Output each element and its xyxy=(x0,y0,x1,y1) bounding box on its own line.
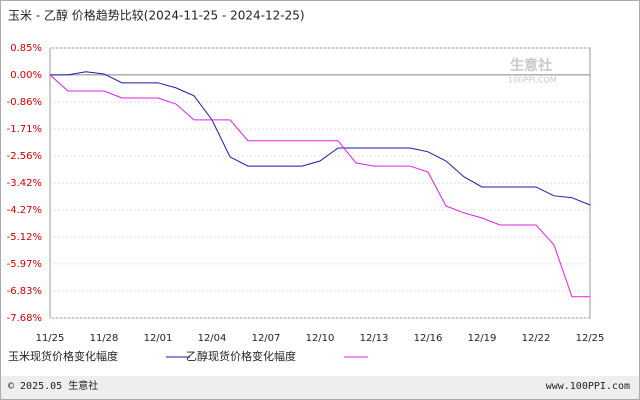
series-line xyxy=(49,74,590,298)
x-tick-label: 12/22 xyxy=(522,333,551,344)
series-line xyxy=(50,71,591,206)
y-tick-label: 0.00% xyxy=(10,70,42,81)
y-tick-label: -5.97% xyxy=(7,259,42,270)
y-tick-label: -6.83% xyxy=(7,286,42,297)
y-tick-label: 0.85% xyxy=(10,43,42,54)
legend-label: 乙醇现货价格变化幅度 xyxy=(186,349,296,363)
y-tick-label: -3.42% xyxy=(7,178,42,189)
x-tick-label: 11/25 xyxy=(36,333,65,344)
x-tick-label: 12/19 xyxy=(468,333,497,344)
chart-title: 玉米 - 乙醇 价格趋势比较(2024-11-25 - 2024-12-25) xyxy=(8,8,305,23)
y-tick-label: -1.71% xyxy=(7,124,42,135)
legend-label: 玉米现货价格变化幅度 xyxy=(8,349,118,363)
x-tick-label: 12/13 xyxy=(360,333,389,344)
x-tick-label: 12/25 xyxy=(576,333,605,344)
y-tick-label: -7.68% xyxy=(7,313,42,324)
y-tick-label: -0.86% xyxy=(7,97,42,108)
x-tick-label: 12/10 xyxy=(306,333,335,344)
x-tick-label: 12/16 xyxy=(414,333,443,344)
x-tick-label: 12/01 xyxy=(144,333,173,344)
y-tick-label: -2.56% xyxy=(7,151,42,162)
copyright: © 2025.05 生意社 xyxy=(8,379,98,392)
x-tick-label: 12/04 xyxy=(198,333,227,344)
watermark-site: 100PPI.COM xyxy=(508,76,557,85)
footer-site: www.100PPI.com xyxy=(546,381,630,392)
footer-band xyxy=(1,376,639,399)
x-tick-label: 12/07 xyxy=(252,333,281,344)
x-tick-label: 11/28 xyxy=(90,333,119,344)
watermark: 生意社 xyxy=(510,57,552,74)
y-tick-label: -5.12% xyxy=(7,232,42,243)
y-tick-label: -4.27% xyxy=(7,205,42,216)
